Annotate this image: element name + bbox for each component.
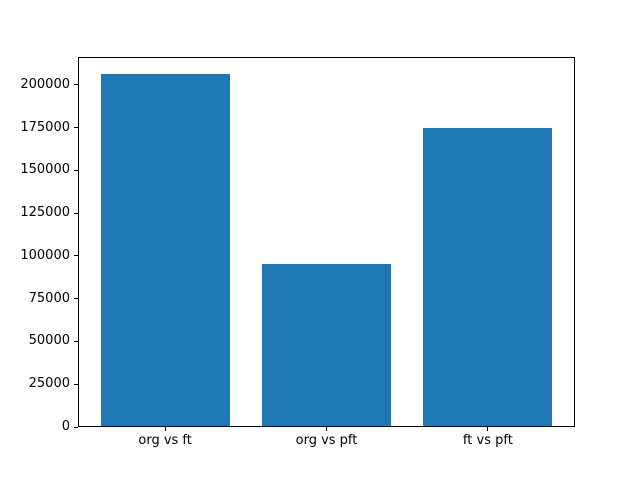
y-axis-tick-label: 150000 (20, 162, 70, 178)
x-axis-tick-label: org vs pft (295, 433, 358, 448)
y-axis-tick-label: 125000 (20, 205, 70, 221)
y-axis-tick (74, 426, 78, 428)
x-axis-tick (164, 427, 166, 431)
y-axis-tick (74, 212, 78, 214)
y-axis-tick-label: 100000 (20, 247, 70, 263)
bar (100, 73, 230, 426)
x-axis-tick (487, 427, 489, 431)
y-axis-tick (74, 340, 78, 342)
x-axis-tick (326, 427, 327, 431)
y-axis-tick (74, 255, 78, 257)
y-axis-tick (74, 127, 78, 129)
y-axis-tick-label: 75000 (28, 290, 70, 306)
y-axis-tick-label: 25000 (28, 376, 70, 392)
y-axis-tick-label: 175000 (20, 119, 70, 135)
bar (261, 263, 392, 426)
y-axis-tick (74, 84, 78, 86)
bar (423, 128, 553, 426)
x-axis-tick-label: ft vs pft (462, 433, 513, 448)
y-axis-tick (74, 169, 78, 171)
y-axis-tick (74, 298, 78, 300)
y-axis-tick-label: 200000 (20, 76, 70, 92)
y-axis-tick (74, 383, 78, 385)
y-axis-tick-label: 50000 (28, 333, 70, 349)
y-axis-tick-label: 0 (61, 419, 70, 434)
plot-area (78, 57, 575, 427)
x-axis-tick-label: org vs ft (138, 433, 192, 448)
